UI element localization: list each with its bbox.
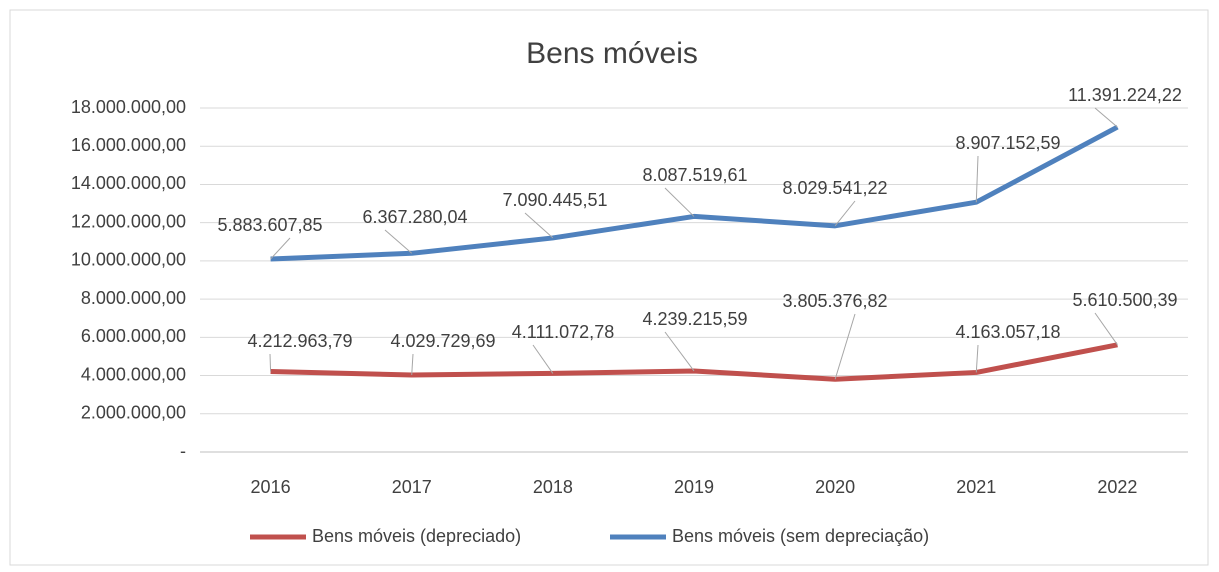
data-label: 5.883.607,85 (217, 215, 322, 235)
x-tick-label: 2022 (1097, 477, 1137, 497)
data-label: 4.212.963,79 (247, 331, 352, 351)
data-label: 4.163.057,18 (955, 322, 1060, 342)
x-tick-label: 2020 (815, 477, 855, 497)
leader-line (834, 313, 856, 380)
leader-line (532, 344, 554, 374)
leader-line (664, 187, 695, 217)
leader-line (1094, 107, 1118, 128)
y-tick-label: 16.000.000,00 (71, 135, 186, 155)
data-label: 4.239.215,59 (642, 309, 747, 329)
legend-label: Bens móveis (depreciado) (312, 526, 521, 546)
leader-line (384, 229, 413, 254)
data-label: 11.391.224,22 (1068, 85, 1182, 105)
data-label: 8.907.152,59 (955, 133, 1060, 153)
chart-title: Bens móveis (526, 37, 698, 70)
y-tick-label: 6.000.000,00 (81, 326, 186, 346)
data-label: 3.805.376,82 (782, 291, 887, 311)
leader-line (834, 200, 856, 227)
y-tick-label: 2.000.000,00 (81, 403, 186, 423)
data-label: 6.367.280,04 (362, 207, 467, 227)
data-label: 4.111.072,78 (512, 322, 614, 342)
x-tick-label: 2021 (956, 477, 996, 497)
data-label: 8.029.541,22 (782, 178, 887, 198)
y-tick-label: 18.000.000,00 (71, 97, 186, 117)
y-tick-label: 10.000.000,00 (71, 250, 186, 270)
leader-line (269, 353, 272, 372)
y-tick-label: 12.000.000,00 (71, 211, 186, 231)
x-tick-label: 2016 (251, 477, 291, 497)
data-label: 7.090.445,51 (502, 190, 607, 210)
y-tick-label: 14.000.000,00 (71, 173, 186, 193)
chart-border (9, 9, 1209, 566)
data-label: 8.087.519,61 (642, 165, 747, 185)
y-tick-label: - (180, 441, 186, 461)
y-tick-label: 4.000.000,00 (81, 364, 186, 384)
leader-line (524, 212, 554, 239)
leader-line (975, 155, 979, 203)
leader-line (1094, 312, 1118, 346)
legend-label: Bens móveis (sem depreciação) (672, 526, 929, 546)
leader-line (664, 331, 695, 372)
data-label: 5.610.500,39 (1072, 290, 1177, 310)
x-tick-label: 2019 (674, 477, 714, 497)
data-label: 4.029.729,69 (390, 331, 495, 351)
leader-line (270, 237, 291, 260)
x-tick-label: 2018 (533, 477, 573, 497)
x-tick-label: 2017 (392, 477, 432, 497)
y-tick-label: 8.000.000,00 (81, 288, 186, 308)
leader-line (975, 344, 979, 373)
leader-line (411, 353, 414, 376)
